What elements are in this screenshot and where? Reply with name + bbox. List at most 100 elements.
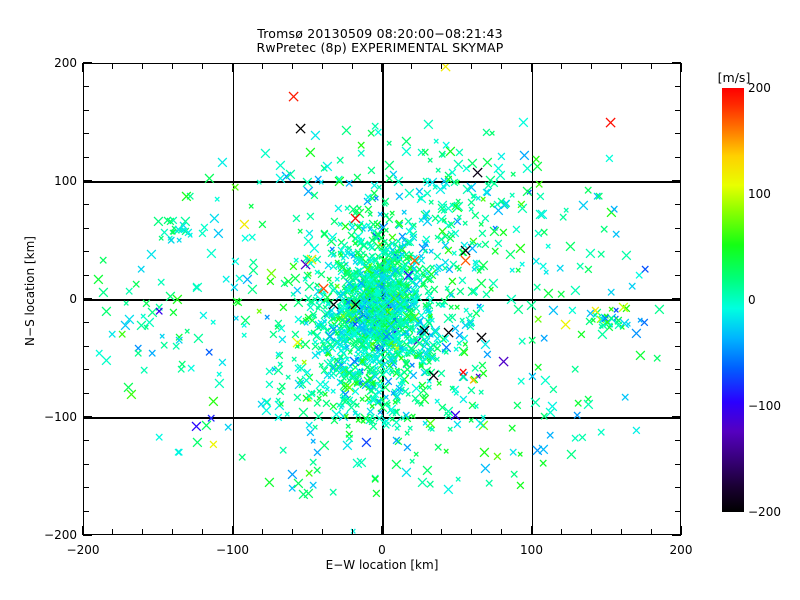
scatter-point xyxy=(278,335,287,344)
scatter-point xyxy=(401,209,408,215)
x-tick xyxy=(590,529,592,535)
scatter-point xyxy=(595,192,603,200)
scatter-point xyxy=(383,263,389,270)
gridline-vertical xyxy=(531,64,534,534)
scatter-point xyxy=(389,416,396,423)
scatter-point xyxy=(471,211,480,220)
scatter-point xyxy=(613,307,619,314)
scatter-point xyxy=(204,173,214,184)
scatter-point xyxy=(394,437,403,445)
x-tick xyxy=(142,63,144,69)
scatter-point xyxy=(305,230,314,238)
scatter-point xyxy=(413,335,419,341)
scatter-point xyxy=(508,424,516,432)
scatter-point xyxy=(435,340,442,347)
scatter-point xyxy=(403,443,412,452)
scatter-point xyxy=(394,220,403,229)
scatter-point xyxy=(352,458,363,469)
scatter-point xyxy=(461,321,469,329)
scatter-point xyxy=(294,364,302,373)
scatter-point xyxy=(140,366,149,374)
scatter-point xyxy=(302,177,313,188)
scatter-point xyxy=(476,332,487,343)
scatter-point xyxy=(456,287,465,296)
scatter-point xyxy=(313,286,324,297)
scatter-point xyxy=(364,193,373,202)
scatter-point xyxy=(454,179,461,185)
scatter-point xyxy=(108,330,116,338)
scatter-point xyxy=(314,175,322,184)
scatter-point xyxy=(181,191,192,202)
scatter-point xyxy=(256,179,263,185)
scatter-point xyxy=(453,346,459,352)
y-tick xyxy=(83,534,92,536)
scatter-point xyxy=(386,140,392,146)
figure-title: Tromsø 20130509 08:20:00−08:21:43 RwPret… xyxy=(0,27,760,55)
scatter-point xyxy=(265,380,274,389)
scatter-point xyxy=(192,283,201,291)
scatter-point xyxy=(165,291,175,302)
scatter-point xyxy=(406,349,412,355)
scatter-point xyxy=(440,177,449,186)
scatter-point xyxy=(584,186,592,194)
scatter-point xyxy=(366,407,375,416)
scatter-point xyxy=(513,401,522,410)
scatter-point xyxy=(358,324,366,332)
scatter-point xyxy=(327,232,338,243)
scatter-point xyxy=(352,240,358,247)
scatter-point xyxy=(449,385,456,391)
scatter-point xyxy=(224,423,232,431)
y-tick xyxy=(675,156,681,158)
scatter-point xyxy=(369,422,378,431)
scatter-point xyxy=(293,393,302,402)
scatter-point xyxy=(530,397,540,408)
scatter-point xyxy=(519,261,526,268)
scatter-point xyxy=(291,330,300,338)
scatter-point xyxy=(423,119,433,130)
scatter-point xyxy=(257,400,265,408)
scatter-point xyxy=(570,285,581,295)
scatter-point xyxy=(493,205,503,216)
scatter-point xyxy=(284,411,290,417)
y-tick xyxy=(83,416,92,418)
scatter-point xyxy=(422,302,428,309)
scatter-point xyxy=(210,319,216,325)
scatter-point xyxy=(462,220,469,227)
x-tick xyxy=(321,529,323,535)
scatter-point xyxy=(509,448,518,457)
scatter-point xyxy=(374,289,383,297)
scatter-point xyxy=(369,396,378,404)
scatter-point xyxy=(454,304,460,310)
scatter-point xyxy=(540,459,548,467)
scatter-point xyxy=(375,273,382,279)
y-tick xyxy=(83,86,89,88)
scatter-point xyxy=(431,215,440,223)
scatter-point xyxy=(193,437,203,448)
scatter-point xyxy=(518,337,527,345)
scatter-point xyxy=(522,163,533,174)
scatter-point xyxy=(385,286,394,295)
scatter-point xyxy=(303,320,309,326)
scatter-point xyxy=(468,206,475,212)
scatter-point xyxy=(401,387,410,396)
x-tick-label: −200 xyxy=(66,543,100,557)
scatter-point xyxy=(462,341,468,347)
title-line-2: RwPretec (8p) EXPERIMENTAL SKYMAP xyxy=(256,40,504,55)
scatter-point xyxy=(371,475,379,483)
scatter-point xyxy=(305,392,313,400)
y-tick xyxy=(83,204,89,206)
scatter-point xyxy=(371,122,379,130)
scatter-point xyxy=(360,353,369,361)
scatter-point xyxy=(425,418,436,428)
scatter-point xyxy=(290,273,300,284)
x-tick xyxy=(202,529,204,535)
scatter-point xyxy=(376,304,387,314)
scatter-point xyxy=(568,306,577,315)
scatter-point xyxy=(198,229,206,238)
scatter-point xyxy=(377,234,386,243)
scatter-point xyxy=(471,364,479,373)
x-tick xyxy=(381,526,383,535)
scatter-point xyxy=(310,438,316,444)
x-tick xyxy=(172,529,174,535)
scatter-point xyxy=(278,401,285,408)
